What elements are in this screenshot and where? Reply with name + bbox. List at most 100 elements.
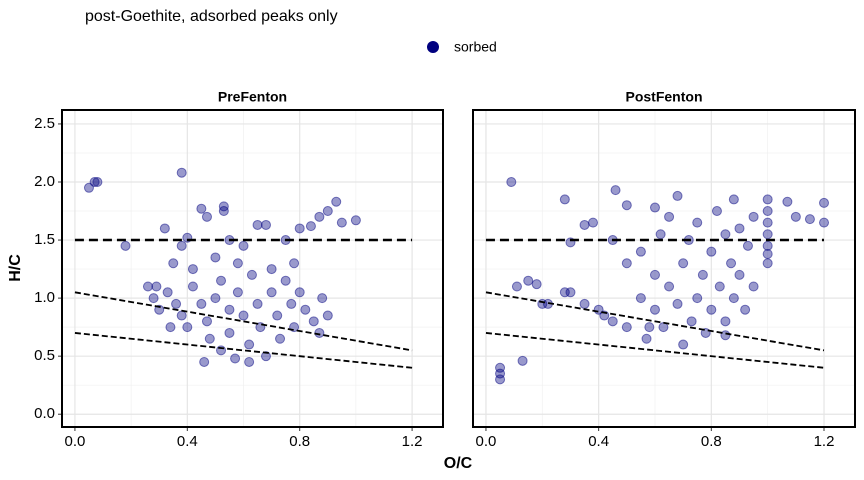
point xyxy=(819,197,830,208)
y-tick-label: 2.5 xyxy=(34,115,55,132)
point xyxy=(762,194,773,205)
point xyxy=(331,196,342,207)
y-tick-label: 0.0 xyxy=(34,405,55,422)
point xyxy=(232,287,243,298)
point xyxy=(201,211,212,222)
point xyxy=(196,298,207,309)
point xyxy=(649,304,660,315)
point xyxy=(762,229,773,240)
point xyxy=(762,240,773,251)
point xyxy=(588,217,599,228)
point xyxy=(244,339,255,350)
point xyxy=(711,206,722,217)
point xyxy=(565,287,576,298)
panel-border xyxy=(61,109,444,428)
reference-line xyxy=(74,332,413,369)
point xyxy=(260,219,271,230)
point xyxy=(635,293,646,304)
point xyxy=(728,194,739,205)
point xyxy=(523,275,534,286)
point xyxy=(305,221,316,232)
point xyxy=(762,217,773,228)
point xyxy=(664,211,675,222)
x-tick-label: 0.8 xyxy=(289,433,310,450)
point xyxy=(506,176,517,187)
point xyxy=(748,281,759,292)
y-tick-label: 1.0 xyxy=(34,289,55,306)
x-tick-label: 1.2 xyxy=(402,433,423,450)
x-tick-label: 0.0 xyxy=(476,433,497,450)
point xyxy=(232,258,243,269)
point xyxy=(692,293,703,304)
point xyxy=(266,287,277,298)
point xyxy=(120,240,131,251)
point xyxy=(559,287,570,298)
x-tick-label: 1.2 xyxy=(814,433,835,450)
point xyxy=(289,258,300,269)
facet-title: PreFenton xyxy=(218,89,287,105)
y-tick-label: 0.5 xyxy=(34,347,55,364)
point xyxy=(762,248,773,259)
panel-border xyxy=(472,109,856,428)
point xyxy=(142,281,153,292)
point xyxy=(224,327,235,338)
point xyxy=(168,258,179,269)
point xyxy=(266,264,277,275)
point xyxy=(252,298,263,309)
point xyxy=(162,287,173,298)
point xyxy=(790,211,801,222)
point xyxy=(280,275,291,286)
point xyxy=(199,356,210,367)
point xyxy=(275,333,286,344)
chart-title: post-Goethite, adsorbed peaks only xyxy=(85,8,338,25)
point xyxy=(336,217,347,228)
point xyxy=(672,298,683,309)
legend-marker xyxy=(427,41,439,53)
point xyxy=(260,351,271,362)
point xyxy=(649,202,660,213)
point xyxy=(720,316,731,327)
point xyxy=(706,246,717,257)
point xyxy=(89,176,100,187)
point xyxy=(187,264,198,275)
point xyxy=(559,194,570,205)
point xyxy=(641,333,652,344)
x-tick-label: 0.8 xyxy=(701,433,722,450)
x-tick-label: 0.0 xyxy=(64,433,85,450)
point xyxy=(272,310,283,321)
point xyxy=(607,316,618,327)
point xyxy=(300,304,311,315)
point xyxy=(610,185,621,196)
point xyxy=(678,258,689,269)
point xyxy=(655,229,666,240)
point xyxy=(238,240,249,251)
point xyxy=(224,304,235,315)
point xyxy=(742,240,753,251)
point xyxy=(216,275,227,286)
point xyxy=(511,281,522,292)
point xyxy=(148,293,159,304)
point xyxy=(495,374,506,385)
point xyxy=(692,217,703,228)
x-tick-label: 0.4 xyxy=(588,433,609,450)
point xyxy=(706,304,717,315)
point xyxy=(350,215,361,226)
point xyxy=(151,281,162,292)
y-axis-label: H/C xyxy=(7,254,24,282)
point xyxy=(176,167,187,178)
reference-line xyxy=(74,291,413,352)
point xyxy=(201,316,212,327)
point xyxy=(238,310,249,321)
point xyxy=(244,356,255,367)
point xyxy=(819,217,830,228)
point xyxy=(159,223,170,234)
reference-line xyxy=(485,332,825,369)
legend-label: sorbed xyxy=(454,39,497,55)
point xyxy=(664,281,675,292)
point xyxy=(92,176,103,187)
point xyxy=(734,223,745,234)
point xyxy=(644,322,655,333)
facet-title: PostFenton xyxy=(626,89,703,105)
point xyxy=(252,219,263,230)
point xyxy=(621,200,632,211)
